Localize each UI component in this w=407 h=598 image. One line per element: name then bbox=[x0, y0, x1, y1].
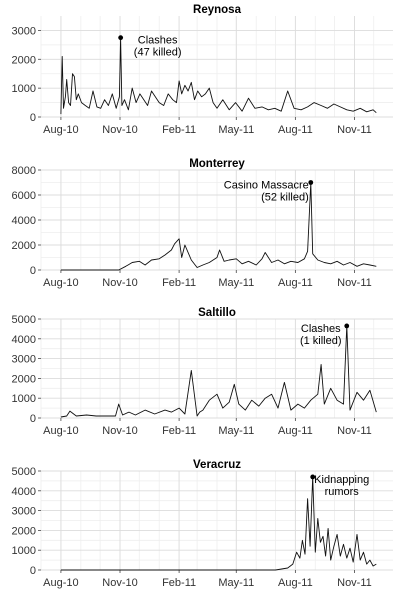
chart-panel-saltillo: Saltillo 0 1000 2000 3000 4000 5000 Aug-10 Nov-1… bbox=[12, 307, 393, 437]
chart-title: Monterrey bbox=[189, 158, 245, 170]
annotation-marker bbox=[308, 180, 314, 185]
y-tick-label: 2000 bbox=[12, 240, 36, 252]
x-tick-label: Nov-11 bbox=[337, 577, 372, 589]
annotation-label-line: (47 killed) bbox=[134, 47, 182, 59]
x-tick-label: Aug-11 bbox=[278, 124, 313, 136]
x-tick-label: Nov-10 bbox=[102, 425, 137, 437]
x-tick-label: Aug-11 bbox=[278, 577, 313, 589]
y-tick-label: 0 bbox=[30, 265, 36, 277]
x-tick-label: Feb-11 bbox=[162, 577, 196, 589]
y-tick-label: 4000 bbox=[12, 486, 36, 498]
annotation-label: Clashes (1 killed) bbox=[300, 323, 342, 347]
x-tick-label: May-11 bbox=[218, 577, 254, 589]
y-tick-label: 6000 bbox=[12, 190, 36, 202]
x-tick-label: Aug-11 bbox=[278, 277, 313, 289]
y-tick-label: 1000 bbox=[12, 83, 36, 95]
y-tick-label: 8000 bbox=[12, 165, 36, 177]
x-tick-label: Nov-11 bbox=[337, 277, 372, 289]
x-tick-label: Aug-11 bbox=[278, 425, 313, 437]
x-tick-label: Feb-11 bbox=[162, 124, 196, 136]
x-tick-label: May-11 bbox=[218, 425, 254, 437]
y-tick-label: 1000 bbox=[12, 545, 36, 557]
x-tick-label: May-11 bbox=[218, 124, 254, 136]
chart-panel-veracruz: Veracruz 0 1000 2000 3000 4000 5000 Aug-10 Nov-1… bbox=[12, 459, 393, 589]
chart-panel-monterrey: Monterrey 0 2000 4000 6000 8000 Aug-10 Nov-10 Fe… bbox=[12, 158, 393, 289]
y-tick-label: 4000 bbox=[12, 334, 36, 346]
x-tick-label: May-11 bbox=[218, 277, 254, 289]
y-tick-label: 3000 bbox=[12, 354, 36, 366]
chart-title: Reynosa bbox=[193, 4, 242, 16]
y-tick-label: 3000 bbox=[12, 506, 36, 518]
annotation-marker bbox=[310, 474, 316, 480]
x-tick-label: Feb-11 bbox=[162, 425, 196, 437]
annotation-label-line: Clashes bbox=[138, 35, 178, 47]
annotation-marker bbox=[118, 35, 124, 41]
y-tick-label: 2000 bbox=[12, 373, 36, 385]
x-tick-label: Feb-11 bbox=[162, 277, 196, 289]
annotation-label-line: Clashes bbox=[301, 323, 341, 335]
y-tick-label: 3000 bbox=[12, 25, 36, 37]
annotation-label-line: (52 killed) bbox=[261, 192, 309, 204]
annotation-label: Kidnapping rumors bbox=[314, 474, 369, 498]
y-tick-label: 2000 bbox=[12, 54, 36, 66]
series-line-1 bbox=[60, 37, 377, 115]
x-tick-label: Aug-10 bbox=[43, 425, 78, 437]
y-tick-label: 0 bbox=[30, 413, 36, 425]
annotation-label-line: rumors bbox=[325, 486, 360, 498]
y-tick-label: 1000 bbox=[12, 393, 36, 405]
x-tick-label: Aug-10 bbox=[43, 124, 78, 136]
y-tick-label: 2000 bbox=[12, 525, 36, 537]
y-tick-label: 0 bbox=[30, 565, 36, 577]
annotation-label-line: Kidnapping bbox=[314, 474, 369, 486]
chart-title: Saltillo bbox=[198, 307, 236, 319]
annotation-label-line: (1 killed) bbox=[300, 335, 342, 347]
annotation-marker bbox=[344, 323, 350, 329]
y-tick-label: 0 bbox=[30, 112, 36, 124]
x-tick-label: Nov-11 bbox=[337, 425, 372, 437]
series-line-1 bbox=[60, 182, 377, 271]
x-tick-label: Aug-10 bbox=[43, 277, 78, 289]
chart-title: Veracruz bbox=[193, 459, 241, 471]
x-tick-label: Nov-10 bbox=[102, 124, 137, 136]
annotation-label: Casino Massacre (52 killed) bbox=[224, 180, 309, 204]
chart-panel-reynosa: Reynosa 0 1000 2000 3000 Aug-10 Nov-10 Feb-11 Ma… bbox=[12, 4, 393, 136]
x-tick-label: Nov-11 bbox=[337, 124, 372, 136]
series-line-1 bbox=[60, 476, 377, 571]
x-tick-label: Nov-10 bbox=[102, 277, 137, 289]
x-tick-label: Aug-10 bbox=[43, 577, 78, 589]
series-line-1 bbox=[60, 325, 377, 418]
annotation-label: Clashes (47 killed) bbox=[134, 35, 182, 59]
annotation-label-line: Casino Massacre bbox=[224, 180, 309, 192]
x-tick-label: Nov-10 bbox=[102, 577, 137, 589]
y-tick-label: 5000 bbox=[12, 314, 36, 326]
y-tick-label: 4000 bbox=[12, 215, 36, 227]
y-tick-label: 5000 bbox=[12, 466, 36, 478]
